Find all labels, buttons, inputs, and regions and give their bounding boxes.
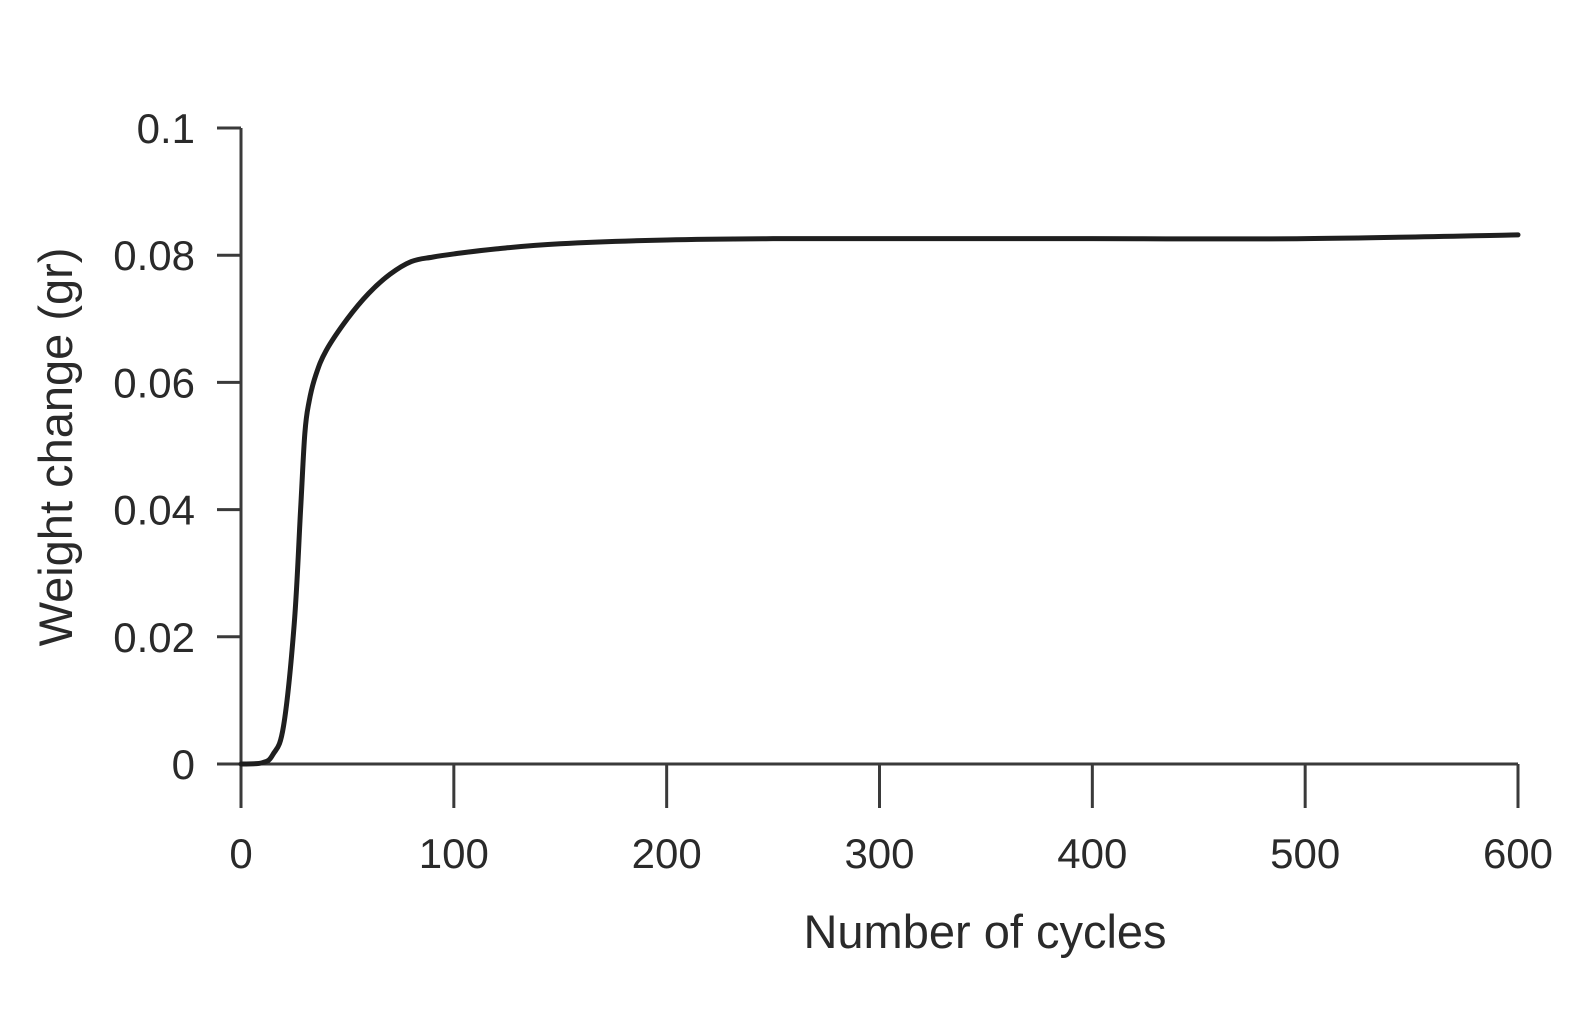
x-tick-label: 500 (1270, 830, 1340, 877)
tick-labels: 0 0.02 0.04 0.06 0.08 0.1 0 100 200 300 400 500 600 (113, 105, 1553, 877)
x-tick-label: 200 (632, 830, 702, 877)
y-tick-label: 0.08 (113, 232, 195, 279)
y-tick-label: 0.06 (113, 359, 195, 406)
y-tick-label: 0.1 (137, 105, 195, 152)
series-line-0 (238, 232, 1521, 767)
x-tick-label: 400 (1057, 830, 1127, 877)
x-tick-label: 100 (419, 830, 489, 877)
ticks (217, 126, 1520, 808)
plot-area (238, 232, 1521, 767)
y-tick-label: 0.02 (113, 614, 195, 661)
y-tick-label: 0.04 (113, 487, 195, 534)
y-axis-title: Weight change (gr) (29, 248, 82, 647)
x-tick-label: 600 (1483, 830, 1553, 877)
y-tick-label: 0 (172, 741, 195, 788)
x-tick-label: 300 (844, 830, 914, 877)
x-tick-label: 0 (229, 830, 252, 877)
x-axis-title: Number of cycles (803, 905, 1166, 958)
